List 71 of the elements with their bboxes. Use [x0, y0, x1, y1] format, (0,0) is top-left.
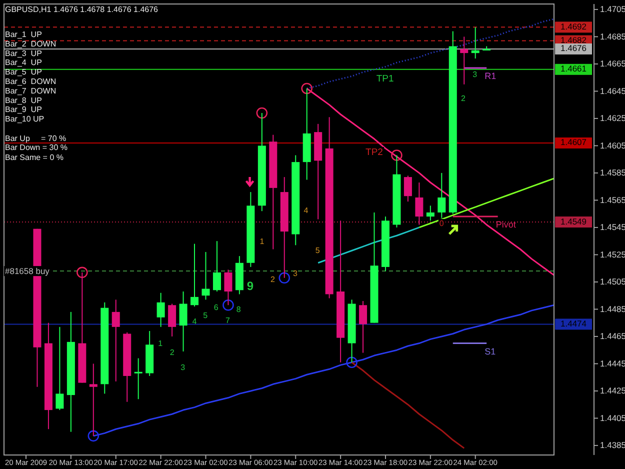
- annotation: 6: [214, 303, 219, 312]
- ref-line-label: 1.4692: [560, 21, 587, 32]
- annotation: 5: [315, 246, 320, 255]
- annotation: TP1: [376, 73, 394, 84]
- annotation: Bar Down = 30 %: [5, 143, 68, 152]
- annotation: #81658 buy: [5, 266, 50, 276]
- point: [222, 299, 234, 311]
- annotation: 4: [192, 317, 198, 326]
- candlestick: [156, 292, 165, 328]
- annotation: Bar_5 UP: [5, 68, 42, 77]
- annotation: Bar Up = 70 %: [5, 134, 66, 143]
- candlestick: [212, 240, 221, 292]
- annotation: 8: [236, 305, 242, 314]
- point: [346, 356, 358, 368]
- series-label: R1: [484, 71, 496, 82]
- annotation: 4: [304, 206, 309, 215]
- point: [256, 107, 268, 119]
- annotation: 0: [439, 219, 444, 228]
- line-series: [317, 226, 420, 264]
- candlestick: [404, 175, 412, 202]
- point: [301, 82, 312, 94]
- annotation: 5: [203, 311, 208, 320]
- ref-line-label: 1.4607: [560, 137, 587, 148]
- annotation: Bar_9 UP: [5, 105, 42, 114]
- candlestick: [168, 303, 176, 337]
- annotation: 1: [158, 339, 164, 348]
- ref-line-label: 1.4474: [560, 318, 587, 328]
- annotation: Bar Same = 0 %: [5, 153, 64, 162]
- candlestick: [426, 205, 434, 222]
- annotation: 9: [246, 279, 254, 293]
- candlestick: [112, 299, 120, 382]
- annotation: 1: [260, 237, 265, 246]
- annotation: Bar_4 UP: [5, 58, 42, 68]
- annotation: 2: [270, 275, 276, 284]
- candlestick: [482, 46, 491, 50]
- point: [76, 266, 88, 278]
- candlestick: [179, 290, 188, 352]
- annotation: 3: [292, 269, 298, 278]
- annotation: Bar_8 UP: [5, 96, 42, 105]
- annotation: Bar_6 DOWN: [5, 77, 56, 86]
- candlestick: [438, 172, 446, 218]
- candlestick: [202, 251, 210, 300]
- point: [88, 430, 100, 442]
- candlestick: [190, 243, 199, 307]
- ref-line-label: 1.4676: [560, 43, 587, 54]
- candlestick: [460, 36, 468, 85]
- candlestick: [134, 358, 142, 400]
- annotation: 2: [170, 348, 175, 357]
- annotation: 7: [226, 316, 231, 325]
- candlestick: [56, 326, 64, 411]
- chart-title: GBPUSD,H1 1.4676 1.4678 1.4676 1.4676: [5, 5, 159, 14]
- annotation: Bar_10 UP: [5, 114, 44, 124]
- candlestick: [415, 182, 424, 226]
- series-label: S1: [484, 346, 496, 356]
- annotation: TP2: [366, 146, 383, 158]
- ref-line-label: 1.4549: [560, 216, 587, 226]
- annotation: Bar_1 UP: [5, 30, 42, 39]
- annotation: 2: [461, 94, 466, 103]
- candlestick: [471, 26, 480, 59]
- ref-line-label: 1.4682: [560, 35, 587, 46]
- ref-line-label: 1.4661: [560, 64, 587, 74]
- line-series: [418, 178, 554, 228]
- annotation: Bar_3 UP: [5, 48, 42, 58]
- point: [391, 150, 402, 161]
- annotation: Bar_7 DOWN: [5, 86, 56, 96]
- candlestick: [359, 300, 368, 354]
- annotation: 3: [472, 70, 478, 79]
- point: [278, 272, 290, 284]
- annotation: Bar_2 DOWN: [5, 39, 56, 48]
- series-label: Pivot: [496, 220, 516, 230]
- annotation: 3: [180, 363, 186, 372]
